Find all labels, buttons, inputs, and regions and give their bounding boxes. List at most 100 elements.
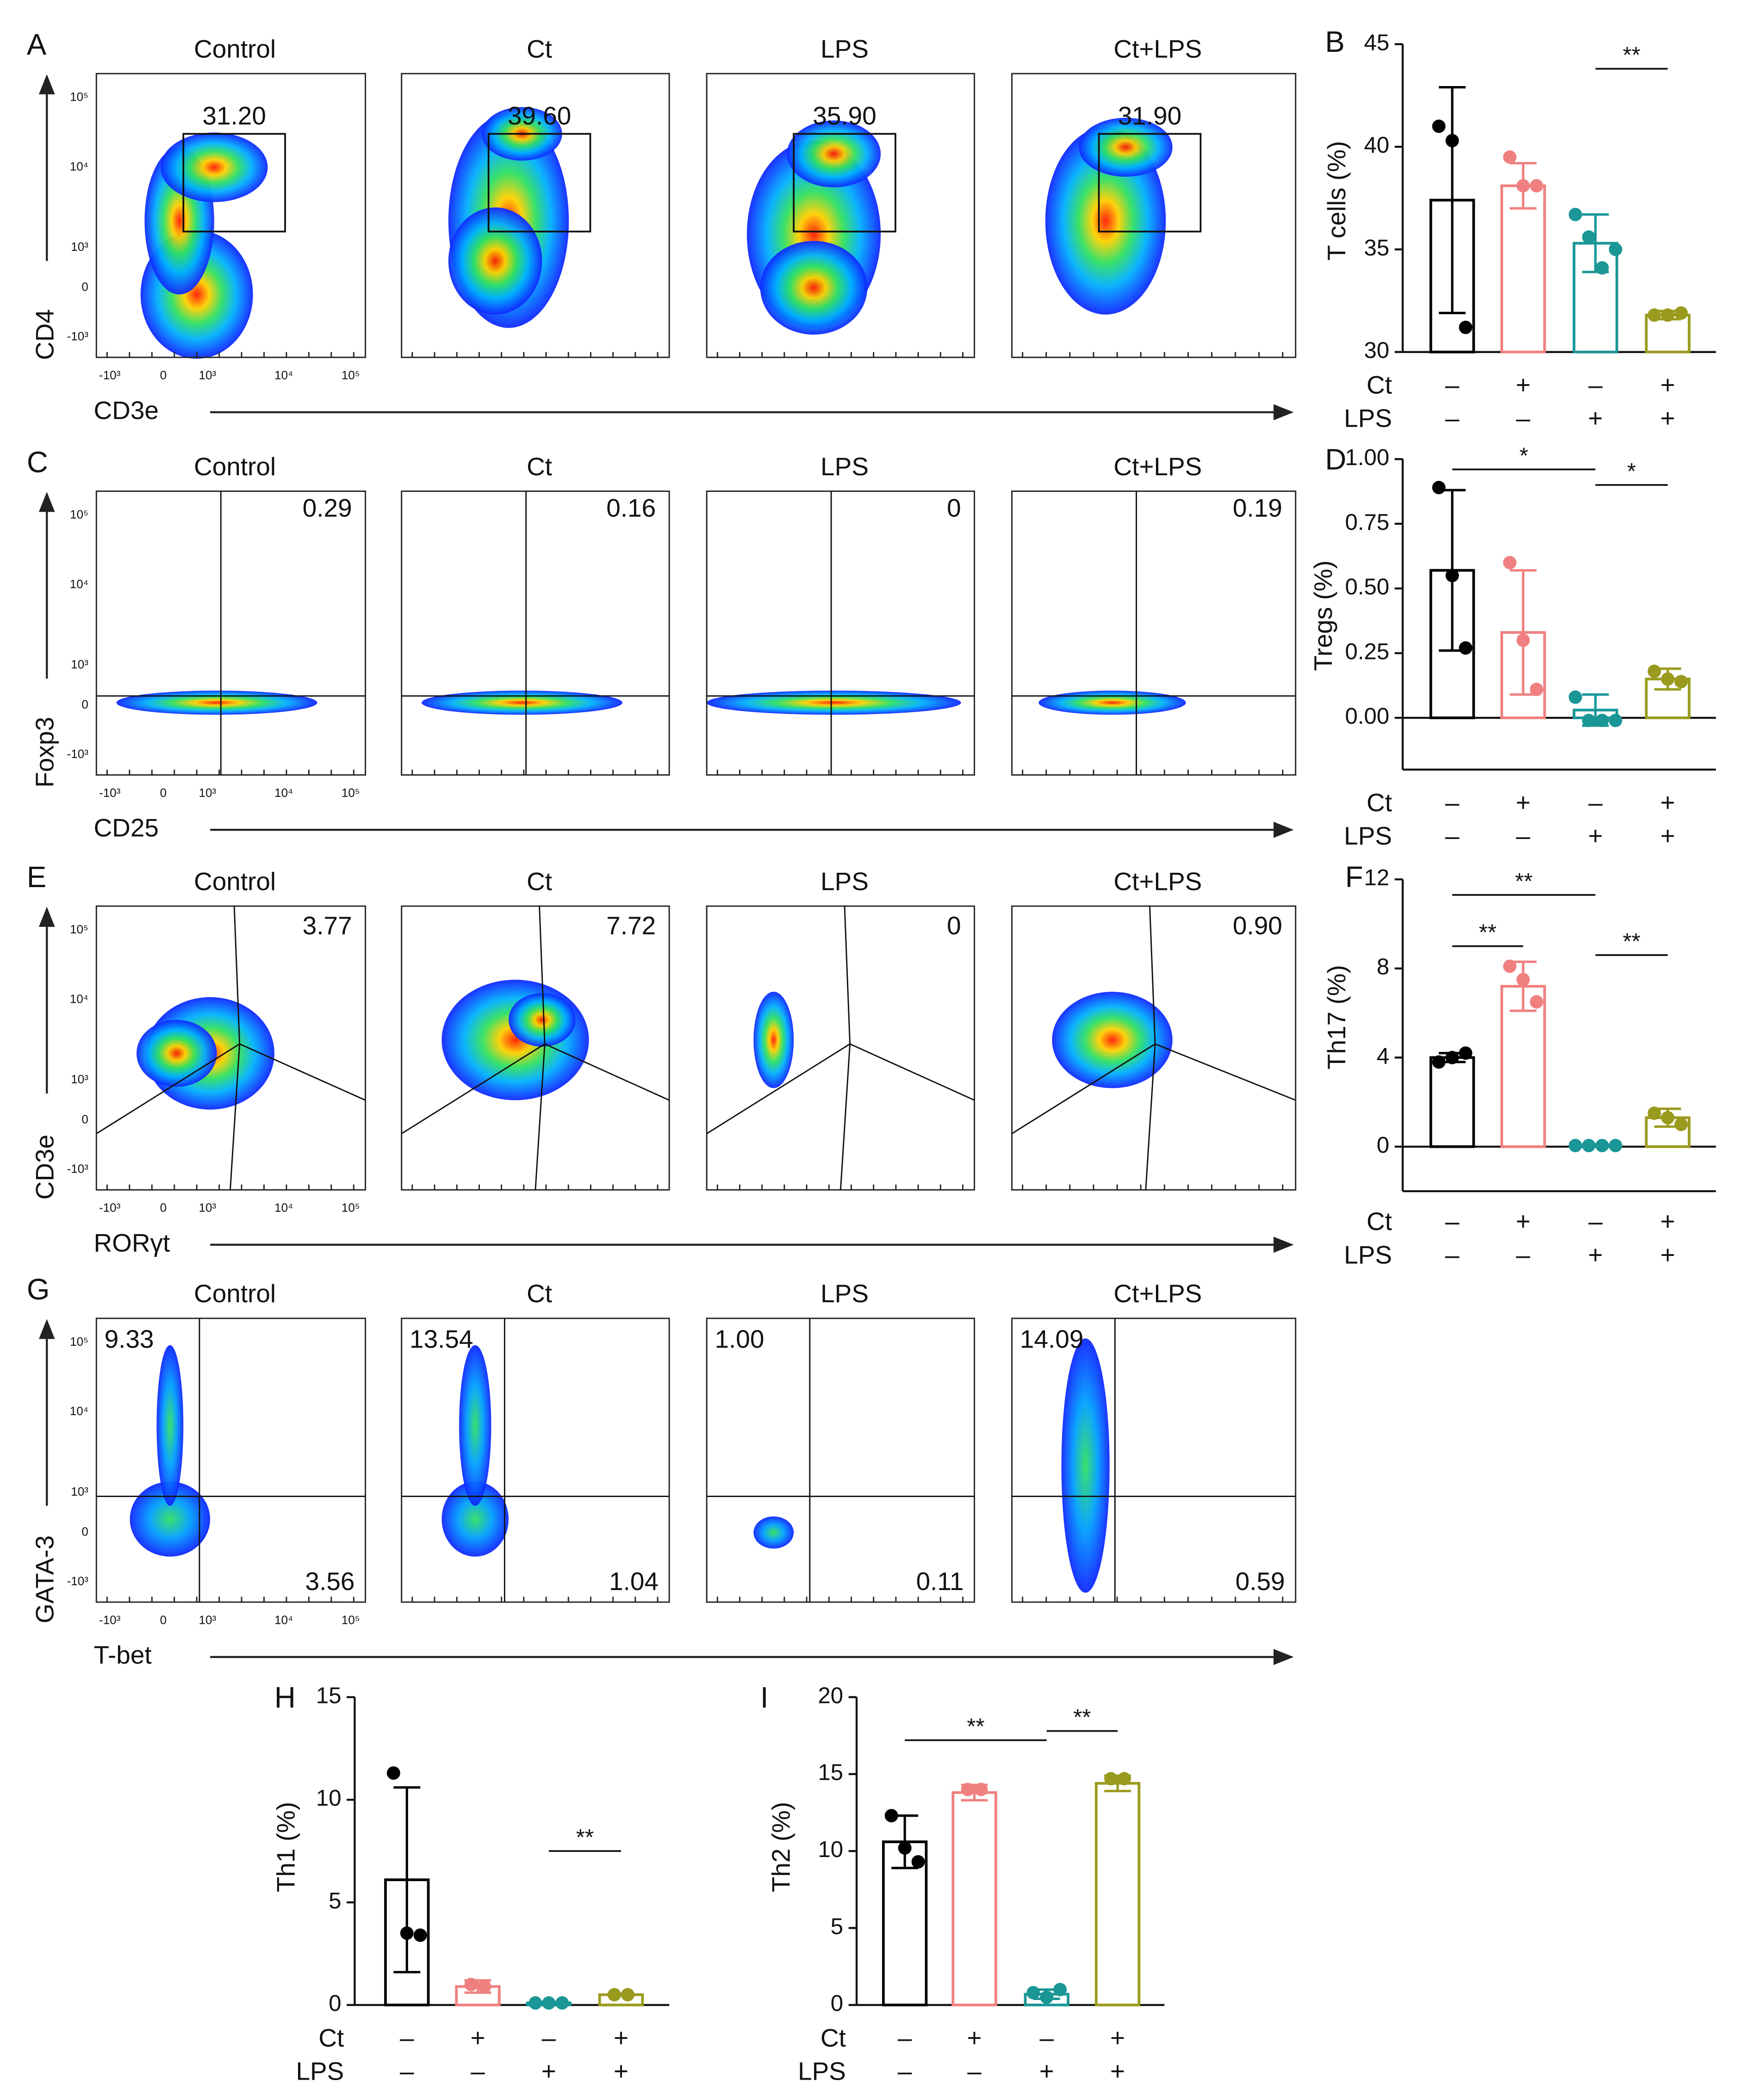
condition-sign: – (1516, 821, 1530, 850)
y-tick-label: 40 (1364, 132, 1390, 158)
y-tick-label: 8 (1377, 954, 1389, 980)
data-point (464, 1977, 478, 1991)
condition-name: Ct (318, 2023, 344, 2052)
data-point (1568, 1138, 1582, 1152)
plot-title: LPS (820, 1279, 869, 1308)
flow-x-tick: 10⁵ (342, 786, 360, 800)
flow-y-tick: -10³ (67, 1162, 89, 1176)
plot-frame (1011, 905, 1297, 1191)
flow-x-tick: 10³ (199, 1201, 217, 1215)
flow-y-tick: -10³ (67, 747, 89, 761)
condition-name: LPS (1344, 821, 1392, 850)
density-blob (760, 241, 868, 335)
condition-sign: + (541, 2057, 556, 2086)
gate-value: 31.20 (202, 101, 266, 130)
y-tick-label: 30 (1364, 338, 1390, 363)
plot-title: Ct+LPS (1113, 34, 1202, 63)
data-point (413, 1928, 427, 1942)
condition-sign: + (1660, 370, 1675, 399)
plot-title: LPS (820, 34, 869, 63)
flow-y-tick: 0 (81, 1525, 88, 1539)
data-point (1661, 308, 1675, 322)
y-tick-label: 0 (1377, 1132, 1389, 1158)
flow-y-tick: 10⁴ (70, 1404, 88, 1418)
gate-value: 35.90 (813, 101, 876, 130)
gate-value: 13.54 (410, 1325, 473, 1354)
density-blob (753, 1516, 794, 1549)
plot-frame (1011, 1317, 1297, 1603)
condition-sign: + (614, 2057, 628, 2086)
gate (706, 1043, 851, 1134)
gate-value: 0.16 (606, 493, 656, 522)
flow-x-tick: 0 (160, 786, 167, 800)
data-point (898, 1841, 912, 1855)
data-point (528, 1996, 542, 2010)
gate (793, 133, 896, 233)
density-blob (787, 120, 881, 187)
y-tick-label: 0.00 (1345, 703, 1390, 729)
panel-letter: G (27, 1273, 50, 1306)
condition-sign: + (1660, 1207, 1675, 1236)
plot-frame (706, 905, 976, 1191)
plot-frame (95, 73, 367, 358)
gate (544, 1043, 670, 1101)
gate-value: 3.56 (305, 1567, 355, 1596)
density-blob (137, 1019, 217, 1087)
condition-sign: – (1445, 370, 1460, 399)
gate-value: 31.90 (1118, 101, 1181, 130)
density-blob (116, 690, 317, 715)
gate (534, 1044, 546, 1190)
y-tick-label: 10 (818, 1837, 843, 1862)
condition-sign: – (400, 2023, 414, 2052)
density-blob (130, 1481, 211, 1557)
gate-value: 3.77 (303, 911, 352, 940)
data-point (478, 1980, 491, 1994)
flow-x-tick: -10³ (99, 368, 121, 382)
bar (1094, 1782, 1141, 2007)
significance-label: ** (1479, 920, 1497, 945)
y-axis-label: CD4 (31, 309, 59, 360)
data-point (1503, 556, 1516, 570)
gate-value: 9.33 (105, 1325, 154, 1354)
density-blob (441, 980, 589, 1100)
plot-title: Control (194, 867, 276, 895)
data-point (1661, 672, 1675, 686)
data-point (1118, 1772, 1131, 1786)
plot-frame (1011, 491, 1297, 776)
flow-x-tick: 10⁵ (342, 368, 360, 382)
data-point (1026, 1986, 1040, 2000)
flow-x-tick: 10³ (199, 368, 217, 382)
plot-title: Ct (527, 34, 552, 63)
y-tick-label: 0 (831, 1991, 843, 2016)
flow-y-tick: 10³ (71, 1072, 88, 1086)
condition-sign: + (1660, 1240, 1675, 1269)
flow-y-tick: 10⁴ (70, 159, 88, 173)
flow-x-tick: 10³ (199, 1613, 217, 1627)
data-point (974, 1783, 988, 1796)
flow-y-tick: 10³ (71, 1485, 88, 1498)
significance-label: ** (1623, 929, 1641, 954)
gate (96, 1043, 240, 1134)
y-axis-label: Th2 (%) (767, 1802, 795, 1892)
flow-y-tick: 10⁵ (70, 922, 88, 936)
condition-sign: + (1660, 821, 1675, 850)
data-point (1529, 995, 1543, 1009)
plot-title: Control (194, 34, 276, 63)
y-tick-label: 1.00 (1345, 445, 1390, 470)
gate-value: 0.90 (1233, 911, 1282, 940)
condition-sign: – (1516, 404, 1530, 433)
panel-letter: B (1325, 25, 1344, 58)
plot-title: Ct+LPS (1113, 867, 1202, 895)
data-point (1674, 1118, 1688, 1131)
data-point (1582, 230, 1596, 244)
significance-label: ** (1623, 43, 1641, 68)
data-point (400, 1926, 414, 1940)
data-point (608, 1988, 621, 2001)
flow-y-tick: 0 (81, 697, 88, 711)
condition-sign: – (1588, 1207, 1603, 1236)
plot-title: Control (194, 452, 276, 481)
condition-sign: + (1110, 2023, 1125, 2052)
condition-sign: + (614, 2023, 628, 2052)
data-point (1040, 1990, 1054, 2004)
condition-name: LPS (1344, 404, 1392, 433)
